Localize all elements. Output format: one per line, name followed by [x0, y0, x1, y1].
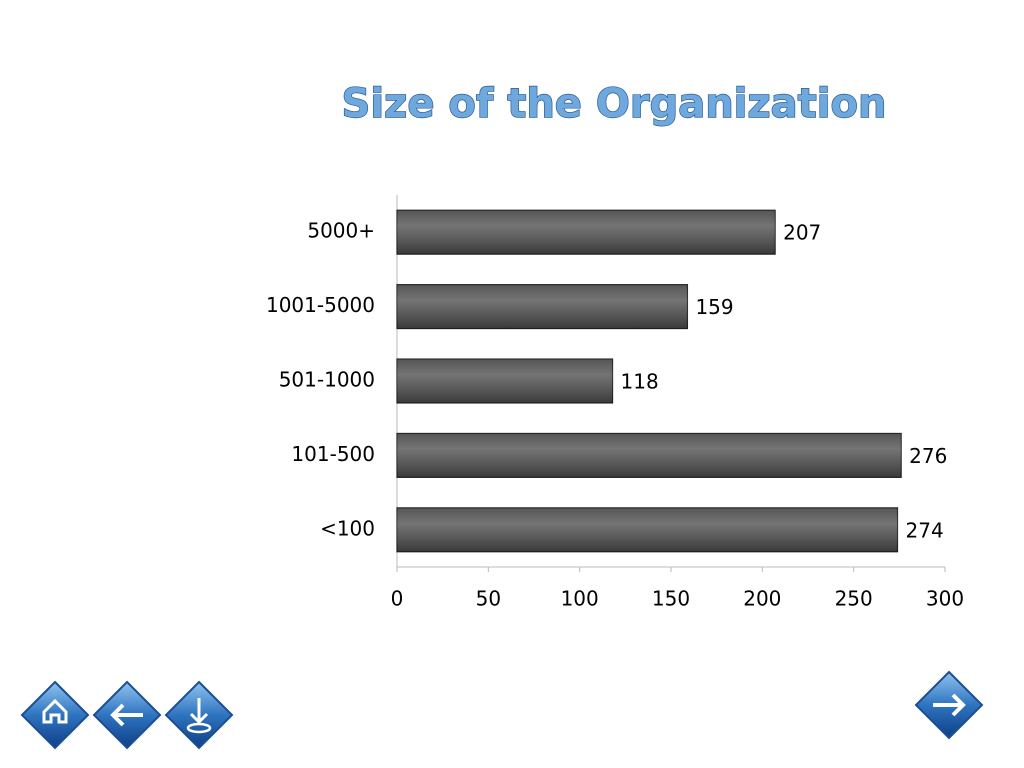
home-button[interactable] [20, 680, 90, 750]
y-tick-label: 501-1000 [279, 368, 375, 392]
chart-title: Size of the Organization [342, 81, 887, 127]
bar [396, 507, 899, 553]
back-button[interactable] [92, 680, 162, 750]
next-button[interactable] [914, 670, 984, 740]
x-tick-label: 0 [391, 587, 404, 611]
bar [396, 432, 902, 478]
y-tick-label: 1001-5000 [266, 293, 375, 317]
data-label: 276 [909, 444, 947, 468]
bar [396, 209, 776, 255]
bar [396, 284, 689, 330]
data-label: 118 [621, 370, 659, 394]
download-button[interactable] [164, 680, 234, 750]
data-label: 274 [906, 518, 944, 542]
y-tick-label: <100 [320, 516, 375, 540]
x-tick-label: 50 [476, 587, 501, 611]
x-tick-label: 300 [926, 587, 964, 611]
y-tick-label: 5000+ [307, 219, 375, 243]
x-tick-label: 200 [743, 587, 781, 611]
x-tick-label: 250 [835, 587, 873, 611]
x-tick-label: 100 [561, 587, 599, 611]
y-tick-label: 101-500 [291, 442, 375, 466]
bar [396, 358, 614, 404]
data-label: 159 [695, 295, 733, 319]
x-tick-label: 150 [652, 587, 690, 611]
data-label: 207 [783, 221, 821, 245]
